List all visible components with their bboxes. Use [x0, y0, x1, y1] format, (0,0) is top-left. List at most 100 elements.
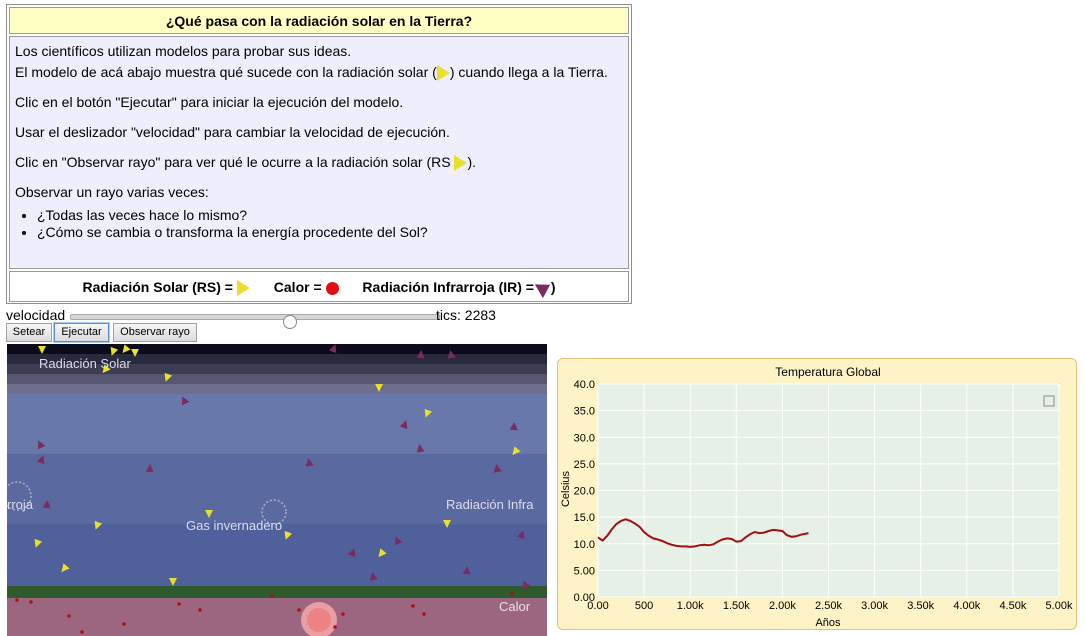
instruction-line-2-end: ) cuando llega a la Tierra.: [449, 64, 608, 80]
setup-button[interactable]: Setear: [6, 323, 52, 342]
infrared-ray: [399, 420, 408, 430]
solar-ray: [110, 346, 119, 356]
heat-particle: [510, 592, 514, 596]
solar-ray: [122, 344, 131, 354]
speed-slider-thumb[interactable]: [283, 315, 297, 329]
x-tick-label: 1.00k: [677, 600, 704, 612]
heat-particle: [177, 602, 181, 606]
infrared-ray: [395, 536, 403, 546]
y-tick-label: 5.00: [574, 565, 595, 577]
list-item: ¿Todas las veces hace lo mismo?: [37, 207, 623, 224]
legend-heat-label: Calor =: [273, 279, 322, 295]
ir-emitter-left: [7, 481, 32, 511]
pen-toggle-checkbox[interactable]: [1043, 395, 1055, 407]
legend-bar: Radiación Solar (RS) = Calor = Radiación…: [9, 271, 629, 302]
chart-title: Temperatura Global: [775, 365, 880, 379]
heat-dot-icon: [325, 281, 339, 295]
x-tick-label: 3.50k: [907, 600, 934, 612]
simulation-view[interactable]: Radiación Solar rroja Gas invernadero Ra…: [7, 344, 547, 636]
grid-layer: [597, 383, 1060, 598]
y-axis-label: Celsius: [560, 470, 572, 507]
atmosphere-band-3: [7, 374, 547, 384]
x-tick-label: 2.00k: [769, 600, 796, 612]
solar-ray: [94, 520, 103, 530]
infrared-ray: [369, 572, 378, 581]
solar-ray: [61, 563, 70, 573]
atmosphere-band-4: [7, 384, 547, 394]
heat-particle: [333, 625, 337, 629]
solar-ray: [38, 346, 46, 354]
instruction-line-6: Observar un rayo varias veces:: [15, 184, 209, 200]
x-tick-label: 5.00k: [1046, 600, 1073, 612]
legend-heat: Calor =: [274, 279, 339, 295]
solar-ray-icon: [236, 280, 250, 297]
y-tick-label: 0.00: [574, 592, 595, 604]
infrared-ray: [182, 396, 190, 406]
ticks-counter: tics: 2283: [436, 307, 496, 323]
solar-ray-icon: [436, 65, 450, 82]
heat-particle: [80, 630, 84, 634]
legend-solar-label: Radiación Solar (RS) =: [82, 279, 233, 295]
infrared-ray: [305, 458, 314, 467]
infrared-ray: [516, 530, 525, 540]
instruction-line-5: Clic en "Observar rayo" para ver qué le …: [15, 152, 623, 173]
earth-layer: [7, 598, 547, 636]
infrared-ray: [509, 422, 518, 431]
watch-ray-button[interactable]: Observar rayo: [113, 323, 197, 342]
infrared-ray: [38, 440, 46, 450]
page-title: ¿Qué pasa con la radiación solar en la T…: [9, 7, 629, 34]
instructions-body: Los científicos utilizan modelos para pr…: [9, 36, 629, 269]
legend-infrared-close: ): [550, 279, 556, 295]
heat-glow-core: [307, 608, 331, 632]
heat-particle: [198, 608, 202, 612]
instruction-line-5-start: Clic en "Observar rayo" para ver qué le …: [15, 154, 455, 170]
y-tick-label: 30.0: [574, 432, 595, 444]
x-tick-label: 3.00k: [861, 600, 888, 612]
atmosphere-band-1: [7, 354, 547, 364]
solar-ray: [102, 364, 111, 374]
solar-ray: [375, 384, 383, 392]
x-tick-label: 0.00: [587, 600, 608, 612]
solar-ray: [169, 578, 177, 586]
run-button[interactable]: Ejecutar: [54, 323, 109, 342]
legend-infrared-label: Radiación Infrarroja (IR) =: [362, 279, 534, 295]
greenhouse-gas-label: Gas invernadero: [186, 518, 282, 533]
infrared-ray: [447, 350, 456, 359]
solar-ray: [284, 530, 293, 540]
instruction-line-4: Usar el deslizador "velocidad" para camb…: [15, 124, 450, 140]
solar-ray: [512, 446, 521, 456]
legend-infrared: Radiación Infrarroja (IR) = ): [362, 278, 556, 299]
infrared-ray: [347, 548, 356, 558]
solar-ray: [424, 408, 433, 418]
list-item: ¿Cómo se cambia o transforma la energía …: [37, 224, 623, 241]
atmosphere-band-2: [7, 364, 547, 374]
temperature-series-line: [597, 518, 809, 548]
x-tick-label: 500: [635, 600, 653, 612]
solar-ray: [131, 349, 139, 357]
space-band: [7, 344, 547, 354]
solar-radiation-label: Radiación Solar: [39, 356, 131, 371]
speed-slider[interactable]: [70, 314, 440, 329]
instruction-line-5-end: ).: [467, 154, 477, 170]
infrared-ray: [145, 464, 154, 473]
infrared-ray: [416, 350, 425, 359]
x-tick-label: 2.50k: [815, 600, 842, 612]
instruction-line-2-start: El modelo de acá abajo muestra qué suced…: [15, 64, 437, 80]
ray-layer: [15, 344, 531, 634]
simulation-canvas[interactable]: Radiación Solar rroja Gas invernadero Ra…: [7, 344, 547, 636]
heat-particle: [67, 614, 71, 618]
infrared-label-right: Radiación Infra: [446, 497, 534, 512]
heat-particle: [29, 600, 33, 604]
heat-particle: [15, 598, 19, 602]
sky-lower-haze: [7, 524, 547, 586]
instruction-line-1: Los científicos utilizan modelos para pr…: [15, 43, 352, 59]
infrared-ray: [493, 464, 502, 473]
sky-upper-haze: [7, 394, 547, 454]
infrared-ray: [36, 455, 45, 465]
y-tick-label: 15.0: [574, 512, 595, 524]
x-tick-label: 1.50k: [723, 600, 750, 612]
instructions-panel: ¿Qué pasa con la radiación solar en la T…: [6, 4, 632, 304]
temperature-plot: Temperatura Global 0.00 500 1.00k 1.50k 2.00…: [557, 358, 1077, 630]
heat-particle: [122, 622, 126, 626]
infrared-ray: [462, 566, 471, 575]
